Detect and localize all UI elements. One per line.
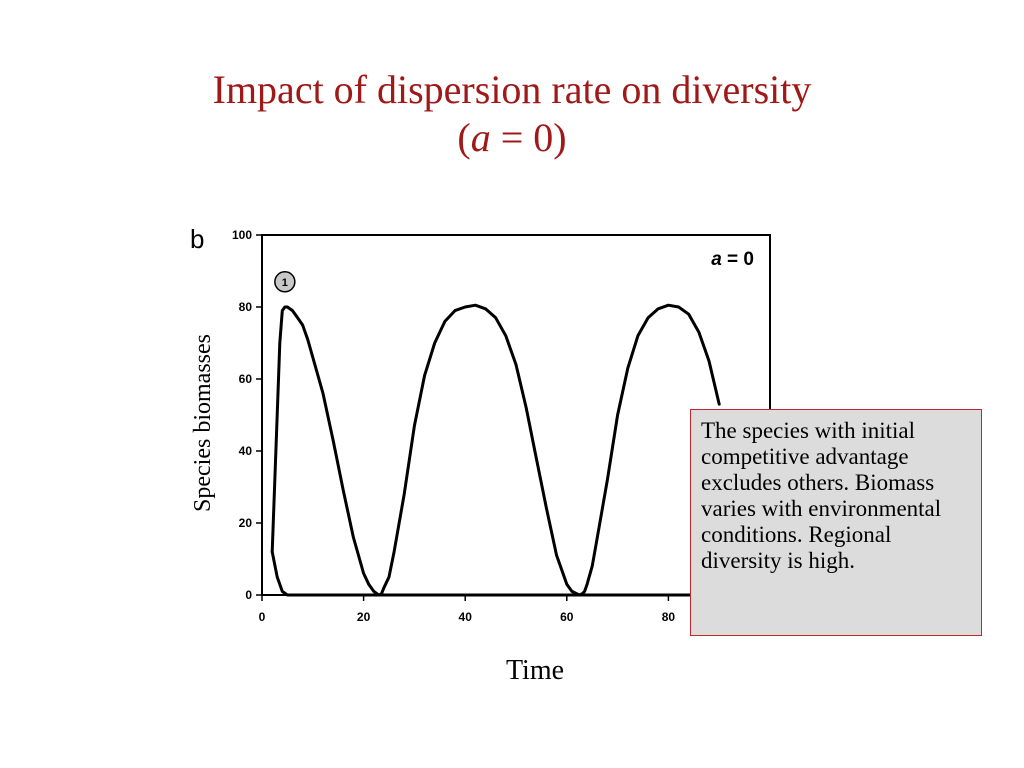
marker-circle — [274, 271, 296, 293]
y-tick-label: 40 — [239, 444, 253, 458]
y-tick-label: 20 — [239, 516, 253, 530]
y-axis: 0 20 40 60 80 100 — [232, 228, 262, 602]
y-tick-label: 60 — [239, 372, 253, 386]
title-equation-rest: = 0) — [490, 115, 567, 160]
chart-annotation: a = 0 — [711, 249, 754, 270]
x-axis: 0 20 40 60 80 — [259, 595, 676, 624]
annotation-rest: = 0 — [722, 249, 754, 270]
series-line-1 — [270, 303, 721, 597]
callout-text: The species with initial competitive adv… — [701, 418, 942, 573]
slide-title-line2: (a = 0) — [0, 114, 1024, 162]
x-tick-label: 0 — [259, 610, 266, 624]
explanation-callout: The species with initial competitive adv… — [690, 409, 982, 636]
y-axis-label: Species biomasses — [190, 334, 216, 512]
y-tick-label: 100 — [232, 228, 252, 242]
marker-label: 1 — [282, 277, 288, 289]
annotation-variable: a — [711, 249, 722, 270]
title-open-paren: ( — [457, 115, 471, 160]
species-marker: 1 — [274, 271, 296, 293]
title-variable: a — [470, 115, 491, 160]
x-tick-label: 60 — [560, 610, 574, 624]
slide-title: Impact of dispersion rate on diversity (… — [0, 66, 1024, 162]
series-layer — [270, 303, 721, 597]
biomass-chart: 0 20 40 60 80 100 0 20 40 60 80 b a = 0 1 Species… — [190, 224, 771, 624]
slide-title-line1: Impact of dispersion rate on diversity — [212, 67, 812, 112]
x-tick-label: 20 — [357, 610, 371, 624]
x-axis-label: Time — [505, 655, 565, 686]
panel-label: b — [190, 224, 204, 254]
y-tick-label: 80 — [239, 300, 253, 314]
series-line-2 — [270, 550, 721, 597]
x-tick-label: 80 — [662, 610, 676, 624]
x-tick-label: 40 — [459, 610, 473, 624]
y-tick-label: 0 — [245, 588, 252, 602]
